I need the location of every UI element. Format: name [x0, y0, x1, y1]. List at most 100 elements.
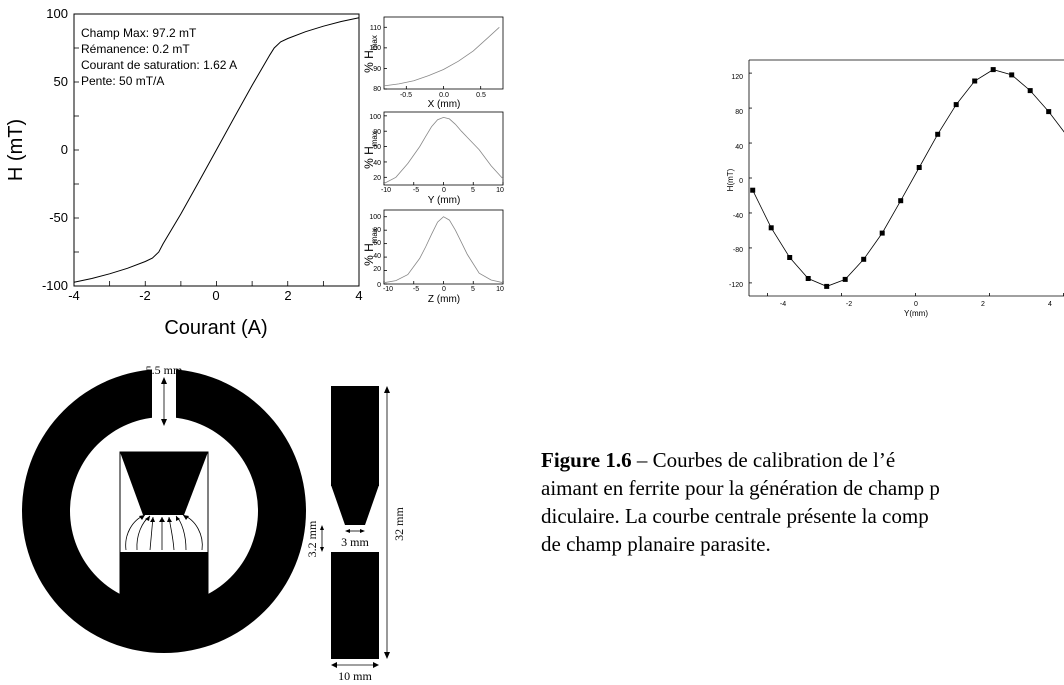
caption-line-1: Figure 1.6 – Courbes de calibration de l…	[541, 446, 1064, 474]
main-chart-xlabel: Courant (A)	[164, 317, 267, 339]
small-chart-x-xticklabels: -0.5 0.0 0.5	[400, 92, 486, 99]
small-chart-y-ytick-label: 20	[373, 175, 381, 182]
height-label: 32 mm	[392, 507, 406, 541]
small-chart-y: -10 -5 0 5 10 100 80 60 40 20 Y (mm) % H…	[362, 111, 504, 206]
main-chart-xtick-label: -2	[139, 288, 151, 303]
small-chart-y-ytick-label: 80	[373, 129, 381, 136]
right-chart-ytick-label: -40	[733, 213, 743, 220]
main-chart: -4 -2 0 2 4 100 50 0 -50 -100 Courant (A…	[5, 6, 363, 339]
right-chart-point	[1009, 72, 1015, 78]
small-chart-y-xticklabels: -10 -5 0 5 10	[381, 187, 504, 194]
main-chart-xtick-label: 2	[284, 288, 291, 303]
small-chart-y-yticklabels: 100 80 60 40 20	[369, 114, 381, 182]
small-chart-x-ytick-label: 100	[369, 45, 381, 52]
arrowhead	[161, 377, 167, 384]
right-chart-point	[898, 198, 904, 204]
right-chart-xticklabels: -4 -2 0 2 4	[780, 301, 1052, 308]
arrowhead	[345, 529, 350, 533]
small-chart-z-xtick-label: 10	[496, 286, 504, 293]
caption-line-3: diculaire. La courbe centrale présente l…	[541, 504, 929, 528]
small-chart-x-xtick-label: 0.0	[439, 92, 449, 99]
bar-top-block	[331, 386, 379, 486]
arrowhead	[360, 529, 365, 533]
small-chart-x-ytick-label: 80	[373, 86, 381, 93]
arrowhead	[183, 515, 189, 520]
right-chart-point	[953, 102, 959, 108]
small-chart-x-ytick-label: 90	[373, 66, 381, 73]
small-chart-y-xtick-label: 10	[496, 187, 504, 194]
small-chart-y-series-line	[383, 116, 504, 184]
right-chart-series-line	[752, 69, 1064, 287]
small-chart-x-xlabel: X (mm)	[428, 99, 461, 110]
arrowhead	[331, 662, 337, 668]
main-chart-ytick-label: -100	[42, 278, 68, 293]
right-chart-ytick-label: 120	[731, 74, 743, 81]
right-chart-yticklabels: 120 80 40 0 -40 -80 -120	[729, 74, 743, 289]
right-chart-point	[916, 165, 922, 170]
right-chart-ytick-label: -120	[729, 282, 743, 289]
main-chart-ytick-label: 50	[54, 74, 68, 89]
right-chart-point	[990, 67, 996, 73]
small-chart-z-ytick-label: 0	[377, 282, 381, 289]
small-chart-x-ticks	[384, 26, 482, 90]
arrowhead	[159, 517, 165, 522]
small-chart-x-xtick-label: 0.5	[476, 92, 486, 99]
small-chart-x-ylabel-group: % Hmax	[362, 35, 379, 73]
caption-line-2: aimant en ferrite pour la génération de …	[541, 476, 940, 500]
right-chart-xlabel: Y(mm)	[904, 309, 928, 318]
main-chart-ticks	[73, 13, 360, 287]
main-chart-xtick-label: 4	[355, 288, 362, 303]
small-chart-z-ytick-label: 80	[373, 227, 381, 234]
arrowhead	[167, 517, 172, 522]
right-chart-ytick-label: 40	[735, 144, 743, 151]
small-chart-z-xtick-label: -10	[383, 286, 393, 293]
main-chart-xtick-label: 0	[212, 288, 219, 303]
right-chart-xtick-label: 0	[914, 301, 918, 308]
right-chart-markers	[750, 67, 1052, 289]
arrowhead	[384, 652, 390, 659]
small-chart-z-yticklabels: 100 80 60 40 20 0	[369, 214, 381, 289]
small-chart-y-ylabel-sub: max	[370, 131, 379, 146]
bar-side-diagram: 3 mm 10 mm 3.2 mm 32 mm	[305, 386, 406, 683]
small-chart-z-ylabel: % H	[362, 243, 376, 266]
small-chart-z-ytick-label: 20	[373, 266, 381, 273]
right-chart-point	[1027, 88, 1033, 94]
figure-label: Figure 1.6	[541, 448, 632, 472]
ring-gap-label: 5.5 mm	[146, 363, 183, 377]
right-chart-xtick-label: -2	[846, 301, 852, 308]
small-chart-y-ytick-label: 100	[369, 114, 381, 121]
width-label: 10 mm	[338, 669, 372, 683]
small-chart-z-ylabel-group: % Hmax	[362, 228, 379, 266]
right-chart-point	[972, 78, 978, 84]
small-chart-z-xlabel: Z (mm)	[428, 294, 460, 305]
arrowhead	[161, 419, 167, 426]
arrowhead	[384, 386, 390, 393]
main-chart-ytick-label: 0	[61, 142, 68, 157]
main-chart-yticklabels: 100 50 0 -50 -100	[42, 6, 68, 293]
arrowhead	[145, 516, 150, 521]
small-chart-z-xtick-label: -5	[413, 286, 419, 293]
right-chart-ytick-label: 0	[739, 178, 743, 185]
small-chart-z-series-line	[383, 216, 504, 284]
bar-dimension-lines	[320, 386, 390, 668]
right-chart-point	[842, 276, 848, 282]
small-chart-z-xtick-label: 0	[442, 286, 446, 293]
tip-width-label: 3 mm	[341, 535, 369, 549]
small-chart-x-ylabel-sub: max	[370, 35, 379, 50]
right-chart-point	[768, 225, 774, 231]
main-chart-xtick-label: -4	[68, 288, 80, 303]
small-chart-y-xtick-label: -5	[413, 187, 419, 194]
caption-line-1-text: – Courbes de calibration de l’é	[631, 448, 896, 472]
right-chart-ylabel: H(mT)	[726, 168, 735, 191]
small-chart-y-xtick-label: 5	[471, 187, 475, 194]
right-chart-ytick-label: -80	[733, 247, 743, 254]
annotation-pente: Pente: 50 mT/A	[81, 74, 164, 88]
right-chart-point	[935, 131, 941, 137]
small-chart-y-ytick-label: 60	[373, 144, 381, 151]
small-chart-z: -10 -5 0 5 10 100 80 60 40 20 0 Z (mm) %…	[362, 209, 504, 305]
small-chart-x-series-line	[383, 27, 500, 87]
small-chart-x-ytick-label: 110	[370, 25, 381, 32]
small-chart-y-frame	[383, 111, 504, 186]
small-chart-z-ytick-label: 100	[369, 214, 381, 221]
